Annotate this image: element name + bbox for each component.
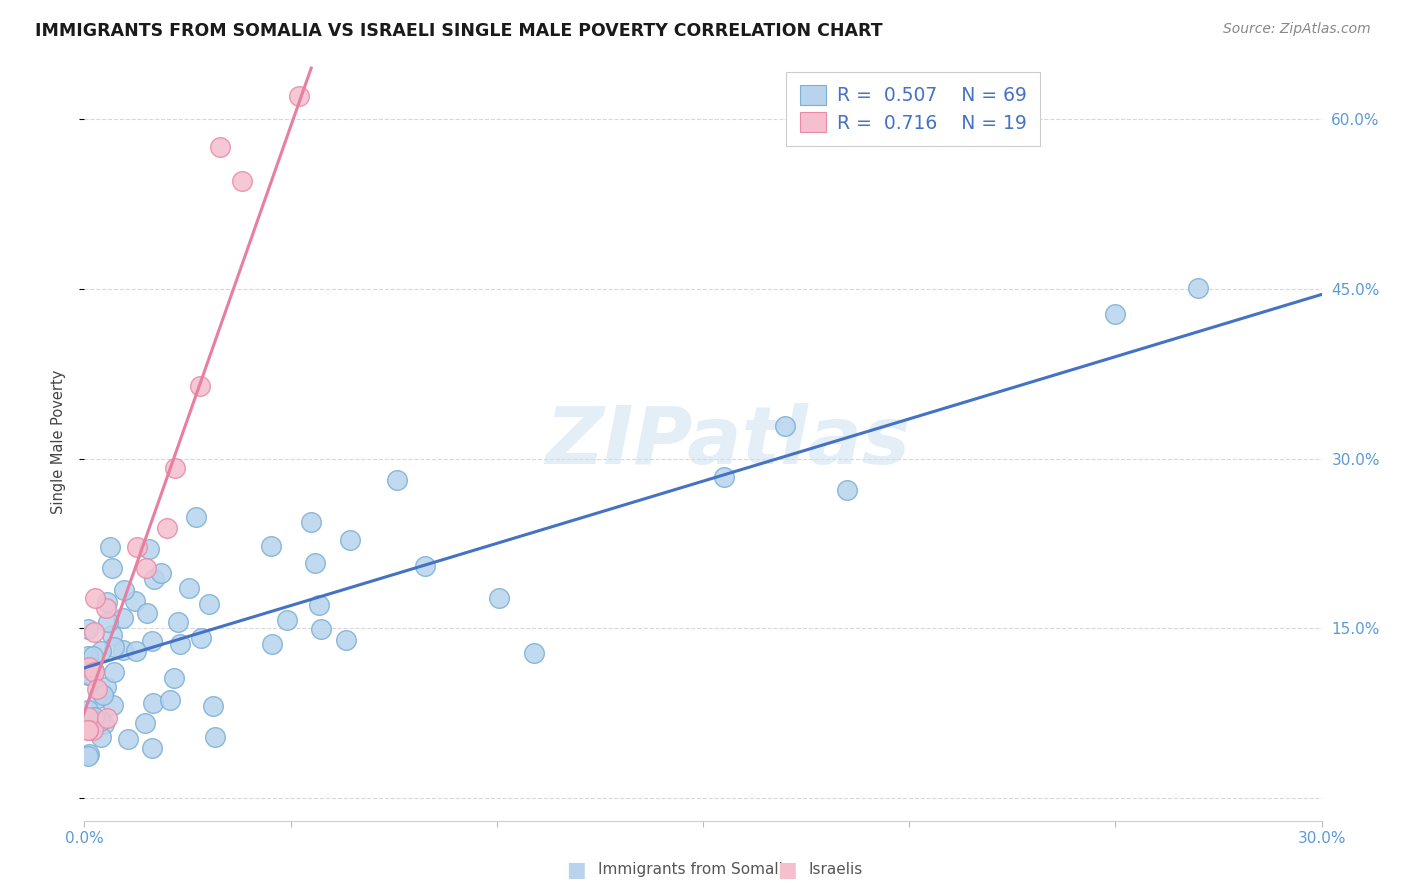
Point [198, 597, 221, 611]
Point [94, 680, 117, 694]
Point [204, 730, 226, 744]
Point [93, 716, 115, 731]
Point [77, 668, 100, 682]
Point [101, 560, 124, 574]
Point [522, 646, 544, 660]
Point [150, 566, 173, 580]
Point [163, 671, 186, 685]
Point [83, 625, 105, 640]
Text: Source: ZipAtlas.com: Source: ZipAtlas.com [1223, 22, 1371, 37]
Point [77, 703, 100, 717]
Point [103, 698, 125, 712]
Point [165, 461, 187, 475]
Point [141, 633, 163, 648]
Text: ■: ■ [778, 860, 797, 880]
Point [97, 615, 120, 629]
Point [159, 693, 181, 707]
Point [184, 509, 207, 524]
Point [142, 572, 165, 586]
Point [77, 747, 100, 761]
Point [837, 483, 859, 498]
Point [188, 378, 211, 392]
Point [415, 558, 437, 573]
Point [179, 581, 201, 595]
Point [167, 615, 190, 629]
Point [98, 540, 121, 554]
Point [91, 688, 114, 702]
Text: ZIPatlas: ZIPatlas [546, 402, 910, 481]
Point [96, 711, 118, 725]
Y-axis label: Single Male Poverty: Single Male Poverty [51, 369, 66, 514]
Point [103, 640, 125, 654]
Point [339, 533, 361, 548]
Point [77, 749, 100, 764]
Point [77, 723, 100, 738]
Point [299, 515, 322, 529]
Point [83, 710, 105, 724]
Text: IMMIGRANTS FROM SOMALIA VS ISRAELI SINGLE MALE POVERTY CORRELATION CHART: IMMIGRANTS FROM SOMALIA VS ISRAELI SINGL… [35, 22, 883, 40]
Point [260, 637, 283, 651]
Point [77, 723, 100, 738]
Point [135, 560, 157, 574]
Point [90, 644, 112, 658]
Point [79, 667, 101, 681]
Point [82, 723, 104, 738]
Point [77, 659, 100, 673]
Point [1187, 281, 1209, 295]
Point [90, 731, 112, 745]
Point [77, 709, 100, 723]
Point [94, 601, 117, 615]
Text: ■: ■ [567, 860, 586, 880]
Point [87, 690, 110, 705]
Point [134, 716, 156, 731]
Point [112, 610, 135, 624]
Point [124, 594, 146, 608]
Point [100, 628, 122, 642]
Point [86, 682, 108, 697]
Point [124, 643, 146, 657]
Point [169, 638, 191, 652]
Point [96, 594, 118, 608]
Point [77, 622, 100, 636]
Point [190, 631, 212, 645]
Point [309, 622, 332, 636]
Point [83, 665, 105, 679]
Point [488, 591, 510, 605]
Point [83, 664, 105, 678]
Point [201, 699, 224, 714]
Text: Immigrants from Somalia: Immigrants from Somalia [598, 863, 792, 877]
Point [775, 419, 797, 434]
Point [1104, 307, 1126, 321]
Point [80, 667, 103, 681]
Text: Israelis: Israelis [808, 863, 863, 877]
Point [276, 613, 298, 627]
Point [335, 633, 357, 648]
Point [84, 591, 107, 605]
Legend: R =  0.507    N = 69, R =  0.716    N = 19: R = 0.507 N = 69, R = 0.716 N = 19 [786, 72, 1040, 145]
Point [77, 649, 100, 664]
Point [209, 140, 232, 154]
Point [385, 473, 408, 487]
Point [156, 521, 179, 535]
Point [103, 665, 125, 680]
Point [141, 740, 163, 755]
Point [90, 686, 112, 700]
Point [89, 714, 111, 728]
Point [142, 696, 165, 710]
Point [135, 606, 157, 620]
Point [231, 174, 253, 188]
Point [125, 540, 148, 554]
Point [112, 582, 135, 597]
Point [304, 557, 326, 571]
Point [138, 542, 160, 557]
Point [308, 598, 330, 612]
Point [82, 648, 104, 663]
Point [111, 642, 134, 657]
Point [288, 89, 311, 103]
Point [260, 539, 283, 553]
Point [713, 469, 735, 483]
Point [117, 732, 139, 747]
